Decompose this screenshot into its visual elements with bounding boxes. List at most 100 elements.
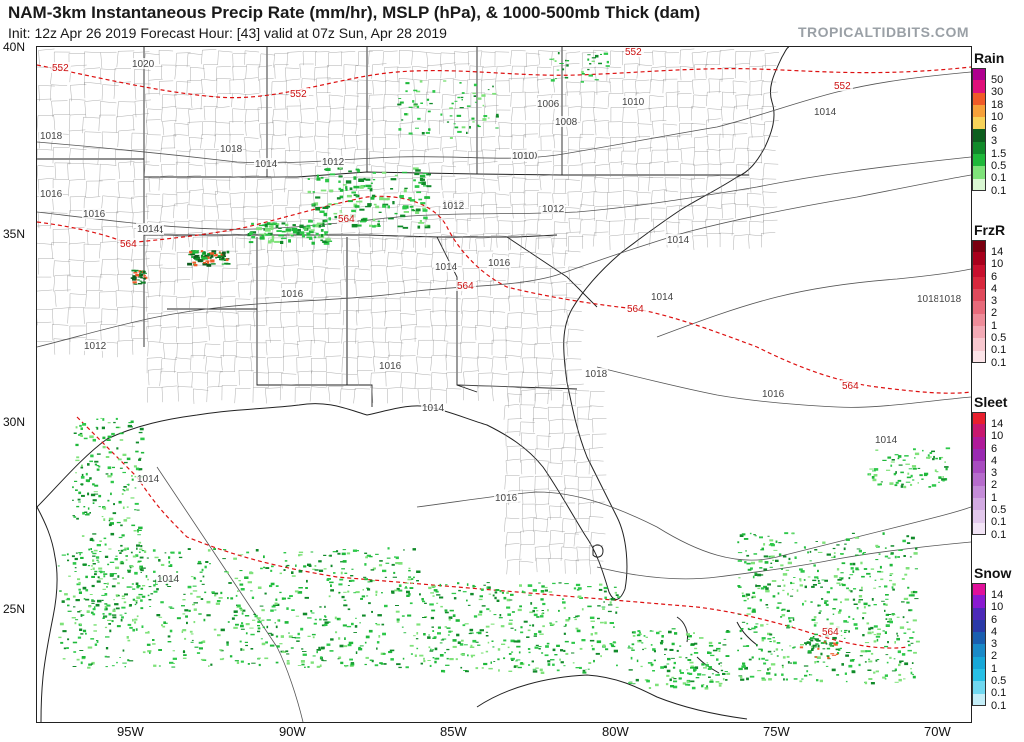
- county-line: [551, 50, 567, 66]
- contour-labels: 1020101810181016101610141014101210121012…: [39, 47, 962, 638]
- lat-label-30n: 30N: [3, 415, 26, 429]
- precip-cell: [137, 560, 142, 562]
- precip-cell: [825, 665, 829, 667]
- precip-cell: [726, 672, 731, 675]
- county-line: [280, 312, 296, 328]
- isobar-label-bg: [511, 150, 535, 161]
- precip-cell: [371, 194, 376, 198]
- county-line: [680, 66, 695, 81]
- isobar-label-bg: [916, 293, 940, 304]
- precip-cell: [426, 185, 432, 188]
- precip-cell: [449, 658, 454, 661]
- county-line: [355, 280, 371, 296]
- county-line: [498, 122, 513, 137]
- precip-cell: [465, 670, 469, 673]
- precip-cell: [108, 451, 112, 454]
- precip-cell: [63, 647, 67, 650]
- county-line: [549, 267, 566, 284]
- isobar-label: 1016: [762, 389, 785, 400]
- precip-cell: [641, 642, 644, 644]
- precip-cell: [778, 542, 782, 544]
- county-line: [311, 371, 327, 387]
- precip-cell: [206, 600, 211, 604]
- precip-cell: [745, 593, 751, 596]
- county-line: [534, 448, 550, 463]
- precip-cell: [743, 538, 749, 540]
- precip-cell: [669, 678, 672, 682]
- county-line: [522, 266, 539, 284]
- precip-cell: [875, 635, 881, 638]
- county-line: [53, 114, 70, 131]
- precip-cell: [839, 584, 841, 586]
- precip-cell: [896, 637, 900, 641]
- precip-cell: [139, 270, 143, 273]
- county-line: [371, 311, 387, 328]
- county-line: [203, 343, 221, 359]
- precip-cell: [323, 212, 328, 217]
- precip-cell: [702, 674, 706, 676]
- precip-cell: [879, 571, 884, 573]
- isobar-label-bg: [536, 98, 560, 109]
- county-line: [429, 280, 446, 296]
- precip-cell: [408, 567, 411, 570]
- county-line: [431, 324, 448, 341]
- precip-cell: [105, 636, 110, 638]
- county-line: [159, 310, 177, 328]
- county-line: [416, 265, 432, 283]
- precip-cell: [187, 262, 192, 266]
- precip-cell: [414, 172, 420, 176]
- county-line: [732, 133, 748, 149]
- precip-cell: [666, 663, 670, 665]
- precip-cell: [481, 94, 486, 97]
- precip-cell: [264, 228, 271, 232]
- precip-cell: [95, 556, 100, 559]
- county-line: [522, 357, 538, 373]
- map-canvas: 1020101810181016101610141014101210121012…: [37, 47, 971, 722]
- precip-cell: [509, 599, 513, 601]
- precip-cell: [98, 578, 103, 580]
- legend-row: 14: [972, 418, 1022, 437]
- precip-cell: [147, 631, 150, 633]
- precip-cell: [264, 226, 268, 228]
- county-line: [505, 326, 521, 342]
- county-line: [147, 281, 163, 298]
- precip-cell: [877, 483, 881, 486]
- county-line: [693, 151, 709, 166]
- precip-cell: [829, 622, 834, 625]
- precip-cell: [317, 236, 321, 239]
- precip-cell: [781, 608, 786, 611]
- legend-frzr: FrzR 14 10 6 4 3 2 1 0.5 0.1 0.1: [972, 222, 1022, 375]
- precip-cell: [160, 601, 164, 604]
- precip-cell: [688, 635, 692, 638]
- precip-cell: [814, 622, 818, 624]
- precip-cell: [461, 126, 466, 129]
- precip-cell: [746, 554, 750, 557]
- county-line: [98, 179, 116, 197]
- precip-cell: [887, 456, 892, 459]
- precip-cell: [424, 616, 428, 618]
- county-line: [522, 489, 537, 505]
- county-line: [101, 84, 119, 101]
- county-line: [505, 431, 520, 447]
- precip-cell: [77, 578, 81, 581]
- precip-cell: [407, 578, 412, 581]
- county-line: [342, 340, 359, 357]
- precip-cell: [227, 621, 230, 623]
- precip-cell: [288, 635, 293, 638]
- county-line: [483, 161, 498, 177]
- precip-cell: [508, 622, 513, 625]
- precip-cell: [263, 555, 265, 559]
- precip-cell: [106, 604, 111, 607]
- precip-cell: [390, 658, 394, 661]
- county-line: [368, 94, 384, 110]
- county-line: [424, 108, 441, 123]
- precip-cell: [832, 636, 837, 640]
- precip-cell: [831, 668, 836, 672]
- precip-cell: [746, 645, 750, 647]
- county-line: [131, 196, 148, 214]
- legend-row: 0.1: [972, 517, 1022, 535]
- precip-cell: [285, 565, 288, 568]
- precip-cell: [726, 631, 729, 633]
- precip-cell: [897, 455, 902, 458]
- county-line: [236, 263, 252, 281]
